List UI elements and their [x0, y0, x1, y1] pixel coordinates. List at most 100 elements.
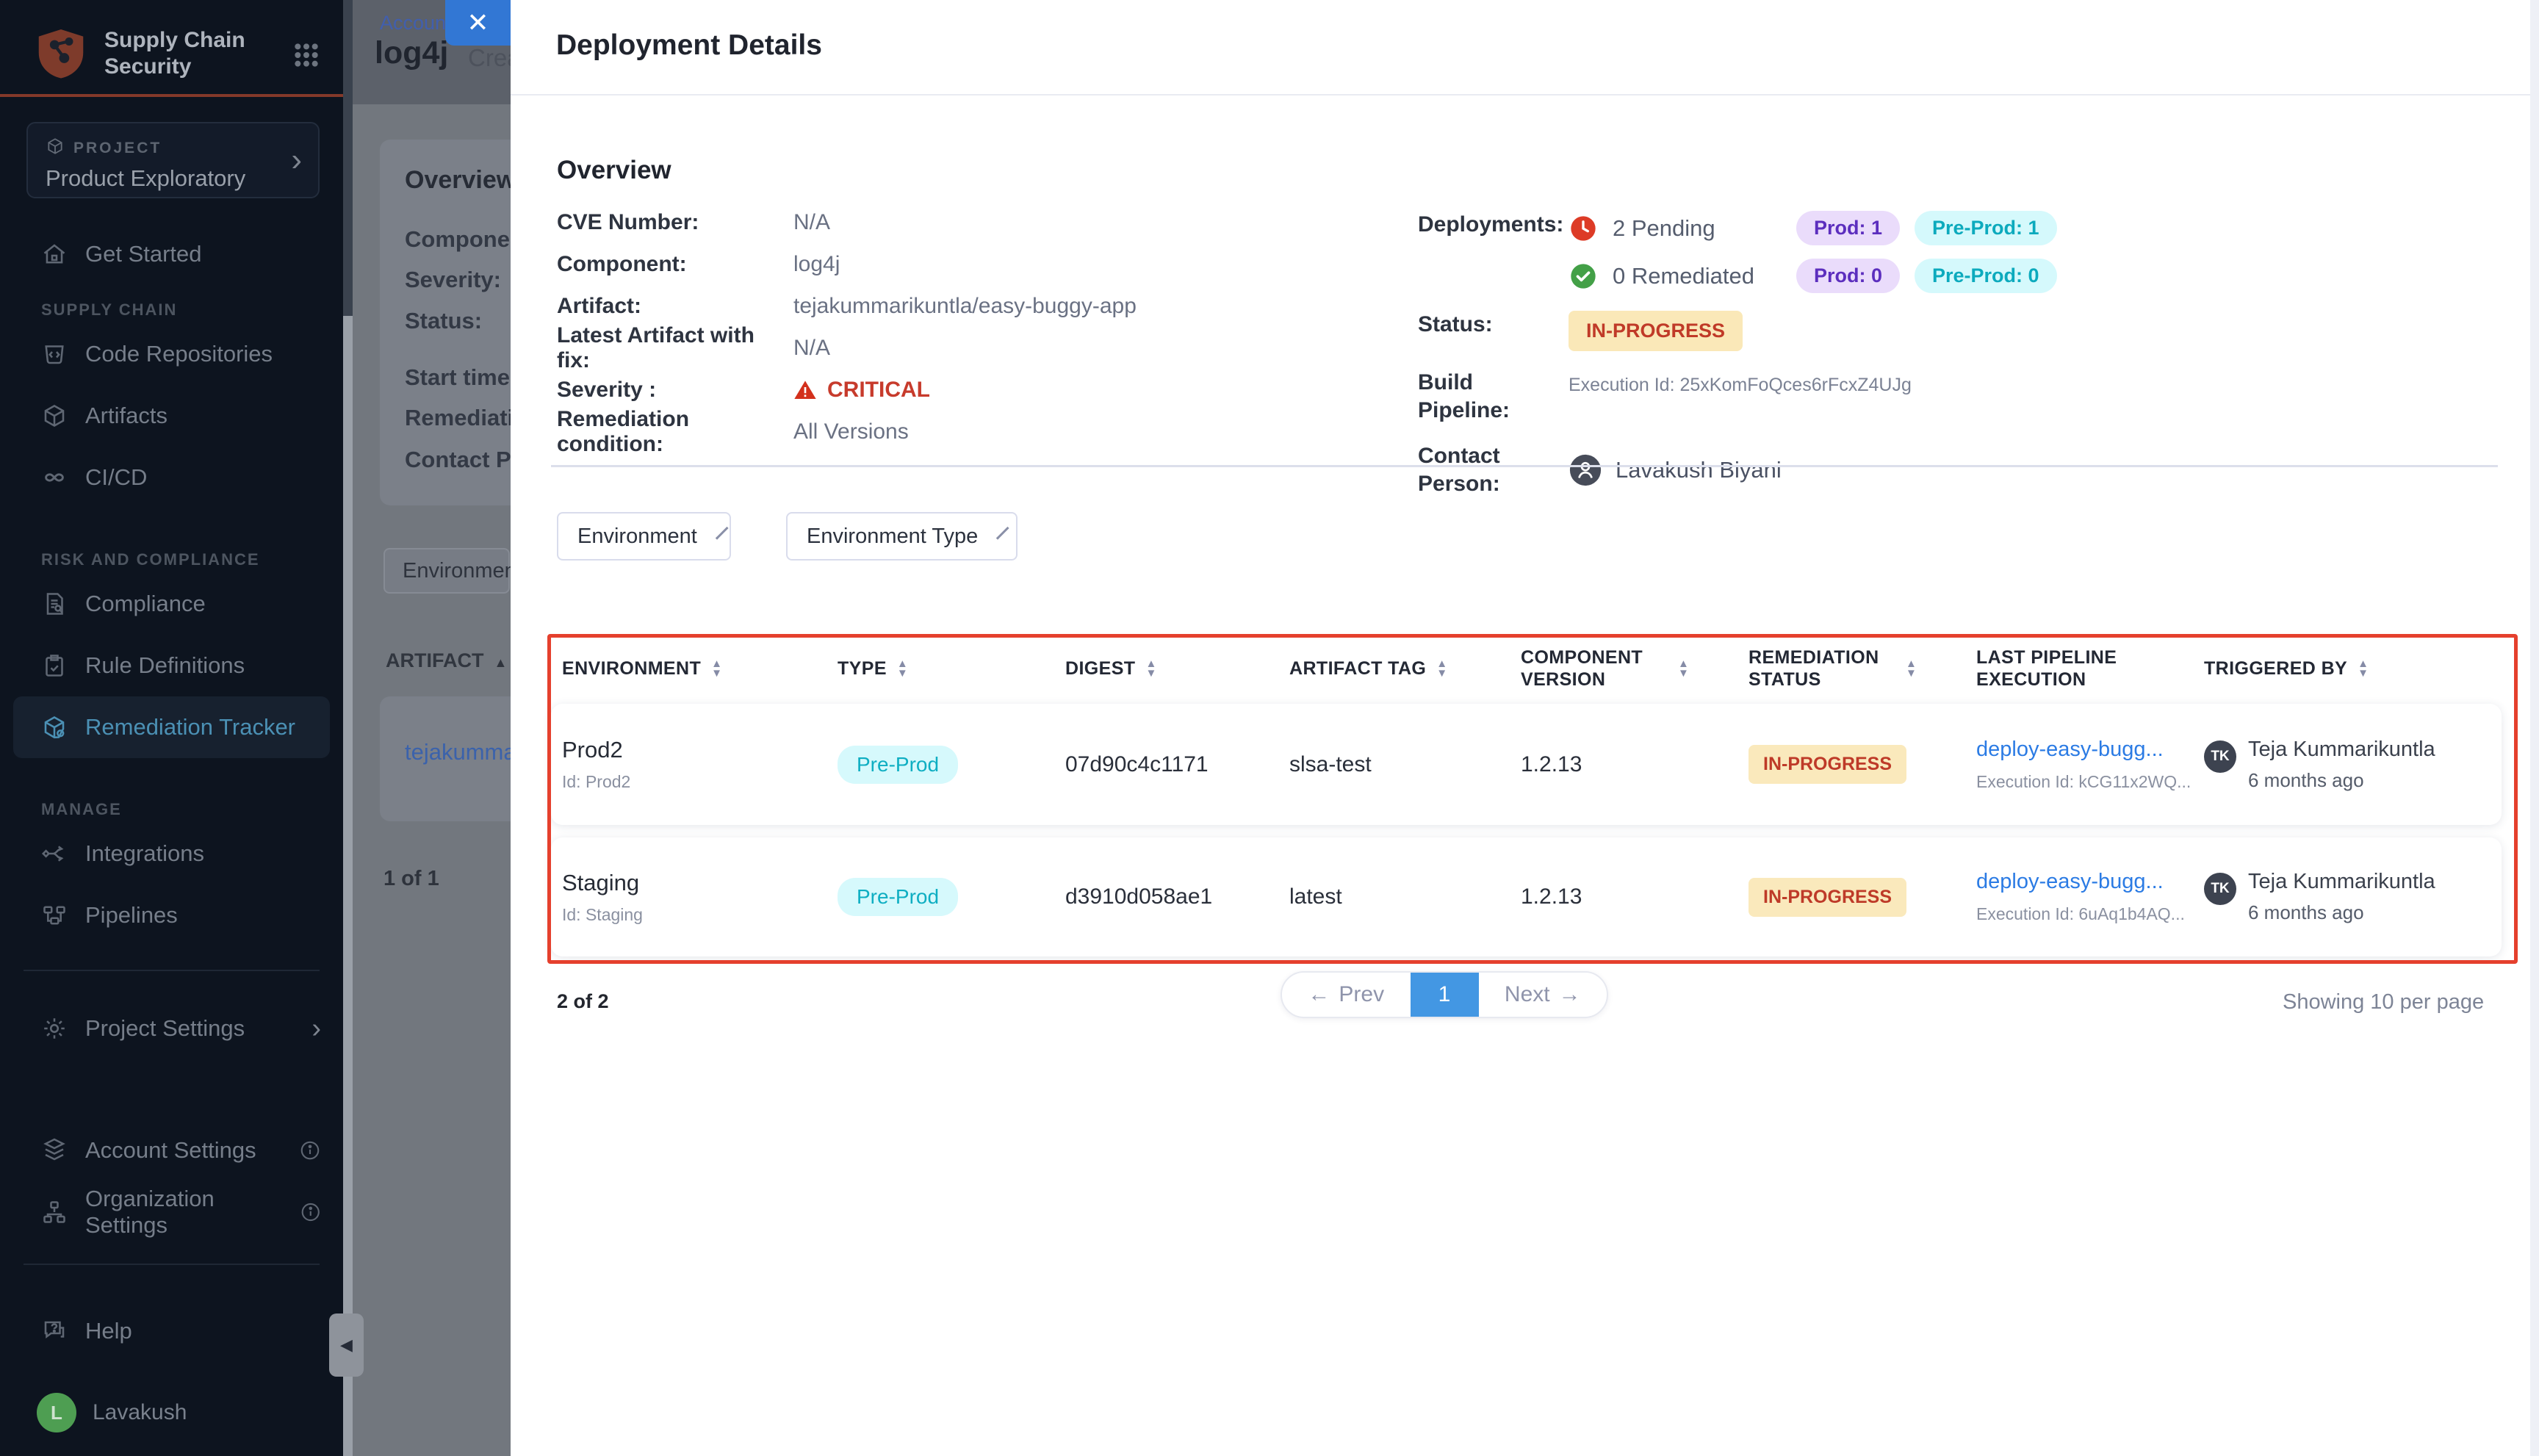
deployments-row: Deployments: 2 Pending Prod: 1 Pre-Prod:…	[1418, 211, 2505, 293]
sort-icon[interactable]	[897, 659, 908, 678]
page-1-button[interactable]: 1	[1410, 973, 1479, 1017]
triggered-by-name: Teja Kummarikuntla	[2248, 737, 2435, 761]
project-selector[interactable]: PROJECT Product Exploratory	[26, 122, 320, 198]
sidebar-item-project-settings[interactable]: Project Settings	[0, 998, 343, 1059]
column-header-type[interactable]: TYPE	[838, 657, 1065, 680]
sidebar-item-remediation-tracker[interactable]: Remediation Tracker	[13, 696, 330, 758]
check-circle-icon	[1569, 262, 1598, 291]
section-divider	[551, 465, 2498, 467]
sidebar-item-label: Organization Settings	[85, 1186, 215, 1238]
sidebar-section-header: SUPPLY CHAIN	[41, 300, 178, 319]
user-name: Lavakush	[93, 1400, 187, 1424]
remediation-status-cell: IN-PROGRESS	[1749, 877, 1976, 917]
component-version-cell: 1.2.13	[1521, 884, 1582, 909]
pipeline-link[interactable]: deploy-easy-bugg...	[1976, 870, 2164, 893]
arrow-right-icon: →	[1558, 982, 1581, 1006]
artifact-column-header[interactable]: ARTIFACT	[386, 649, 507, 672]
sort-icon[interactable]	[711, 659, 722, 678]
chevron-right-icon	[291, 144, 302, 176]
environment-filter-dropdown[interactable]: Environment	[557, 512, 731, 561]
environment-cell: Staging Id: Staging	[562, 870, 838, 925]
table-row[interactable]: Prod2 Id: Prod2 Pre-Prod 07d90c4c1171 slsa-t…	[551, 704, 2502, 825]
prev-page-button[interactable]: ← Prev	[1308, 982, 1385, 1006]
contact-person-row: Contact Person: Lavakush Biyani	[1418, 442, 2505, 498]
column-header-artifact-tag[interactable]: ARTIFACT TAG	[1289, 657, 1521, 680]
sort-icon[interactable]	[2358, 659, 2369, 678]
artifact-link[interactable]: tejakummar	[405, 739, 511, 765]
sidebar-item-pipelines[interactable]: Pipelines	[0, 884, 343, 946]
overview-right-fields: Deployments: 2 Pending Prod: 1 Pre-Prod:…	[1418, 211, 2505, 516]
sidebar-item-label: Get Started	[85, 241, 202, 267]
sidebar-item-label: Integrations	[85, 840, 204, 866]
module-grid-icon[interactable]	[292, 40, 321, 70]
table-row[interactable]: Staging Id: Staging Pre-Prod d3910d058ae1 la…	[551, 837, 2502, 956]
chevron-down-icon	[996, 526, 1009, 540]
sidebar-item-account-settings[interactable]: Account Settings	[0, 1120, 343, 1181]
sidebar-item-artifacts[interactable]: Artifacts	[0, 385, 343, 447]
sort-icon[interactable]	[1678, 659, 1689, 678]
triggered-by-avatar: TK	[2204, 873, 2236, 905]
column-header-last-pipeline-execution[interactable]: LAST PIPELINE EXECUTION	[1976, 646, 2204, 691]
chevron-right-icon	[311, 1013, 321, 1045]
pagination-count: 2 of 2	[557, 990, 609, 1012]
status-label: Status:	[1418, 312, 1493, 336]
page-scrollbar[interactable]	[343, 0, 353, 1456]
sidebar: Supply Chain Security PROJECT Product Ex…	[0, 0, 343, 1456]
background-page: Account: Autom log4j Creat Overview Comp…	[343, 0, 511, 1456]
column-header-environment[interactable]: ENVIRONMENT	[562, 657, 838, 680]
severity-text: CRITICAL	[827, 378, 930, 402]
sidebar-section-header: RISK AND COMPLIANCE	[41, 550, 260, 569]
modal-close-button[interactable]	[445, 0, 511, 46]
prod-badge: Prod: 0	[1796, 259, 1901, 293]
repo-icon	[41, 341, 68, 367]
sidebar-item-label: Remediation Tracker	[85, 714, 296, 740]
user-menu[interactable]: L Lavakush	[37, 1393, 343, 1432]
overview-field-row: Artifact: tejakummarikuntla/easy-buggy-ap…	[557, 294, 1137, 318]
sidebar-item-help[interactable]: Help	[0, 1300, 343, 1362]
environment-name: Prod2	[562, 737, 623, 763]
page-scrollbar-thumb[interactable]	[343, 0, 353, 316]
next-page-button[interactable]: Next →	[1504, 982, 1581, 1006]
sort-icon[interactable]	[1436, 659, 1447, 678]
overview-field-value: log4j	[793, 252, 840, 276]
pipeline-icon	[41, 902, 68, 929]
sidebar-item-rule-definitions[interactable]: Rule Definitions	[0, 635, 343, 696]
overview-field-row: Remediation condition: All Versions	[557, 407, 1137, 456]
column-header-digest[interactable]: DIGEST	[1065, 657, 1289, 680]
triggered-by-name: Teja Kummarikuntla	[2248, 870, 2435, 893]
pipeline-execution-id: Execution Id: kCG11x2WQ...	[1976, 771, 2192, 791]
contact-person-label: Contact Person:	[1418, 444, 1500, 496]
digest-cell: d3910d058ae1	[1065, 884, 1213, 909]
sidebar-item-ci-cd[interactable]: CI/CD	[0, 447, 343, 508]
sidebar-collapse-handle[interactable]	[329, 1313, 364, 1377]
per-page-text: Showing 10 per page	[2283, 990, 2485, 1014]
info-icon[interactable]	[300, 1201, 322, 1223]
supply-chain-security-shield-icon	[37, 26, 85, 81]
sidebar-item-label: Artifacts	[85, 403, 168, 428]
sidebar-item-get-started[interactable]: Get Started	[0, 223, 343, 285]
sidebar-divider	[24, 970, 320, 971]
info-icon[interactable]	[299, 1139, 321, 1161]
digest-cell: 07d90c4c1171	[1065, 752, 1209, 776]
component-version-cell: 1.2.13	[1521, 752, 1582, 776]
sort-asc-icon	[494, 655, 507, 670]
environment-type-filter-dropdown[interactable]: Environment Type	[786, 512, 1018, 561]
artifact-tag-cell: slsa-test	[1289, 752, 1372, 776]
column-header-component-version[interactable]: COMPONENT VERSION	[1521, 646, 1749, 691]
sort-icon[interactable]	[1906, 659, 1917, 678]
type-cell: Pre-Prod	[838, 878, 1065, 916]
cube-icon	[46, 137, 65, 159]
sidebar-item-label: Pipelines	[85, 902, 178, 928]
column-header-remediation-status[interactable]: REMEDIATION STATUS	[1749, 646, 1976, 691]
sidebar-item-code-repositories[interactable]: Code Repositories	[0, 323, 343, 385]
remediation-status-cell: IN-PROGRESS	[1749, 745, 1976, 784]
column-header-label: ENVIRONMENT	[562, 658, 702, 679]
sort-icon[interactable]	[1145, 659, 1156, 678]
sidebar-item-organization-settings[interactable]: Organization Settings	[0, 1181, 343, 1243]
environment-filter-chip[interactable]: Environment	[383, 548, 511, 594]
sidebar-item-compliance[interactable]: Compliance	[0, 573, 343, 635]
modal-scrollbar[interactable]	[2530, 0, 2539, 1456]
pipeline-link[interactable]: deploy-easy-bugg...	[1976, 737, 2164, 761]
sidebar-item-integrations[interactable]: Integrations	[0, 823, 343, 884]
column-header-triggered-by[interactable]: TRIGGERED BY	[2204, 657, 2502, 680]
